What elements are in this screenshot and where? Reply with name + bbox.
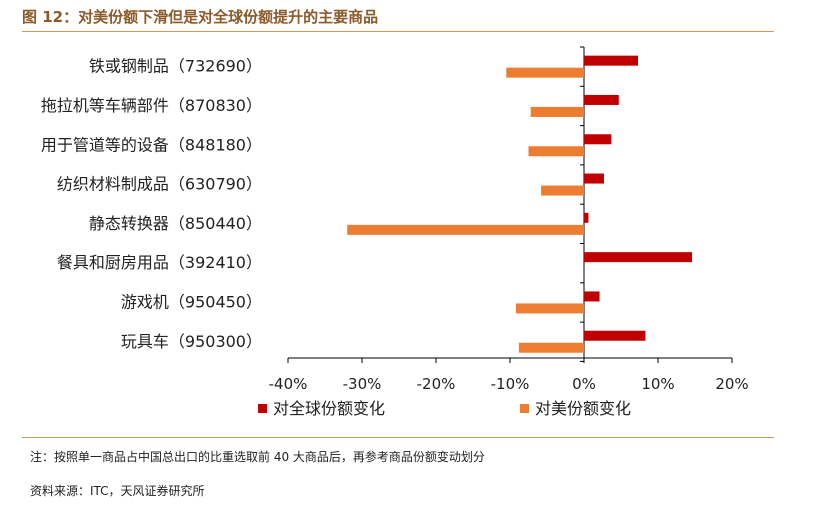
us-share-bar bbox=[518, 342, 584, 353]
global-share-bar bbox=[584, 330, 646, 341]
global-share-bar bbox=[584, 55, 639, 66]
x-tick-label: -30% bbox=[343, 375, 382, 393]
figure-title: 图 12：对美份额下滑但是对全球份额提升的主要商品 bbox=[22, 8, 379, 26]
global-share-bar bbox=[584, 252, 693, 263]
us-share-bar bbox=[528, 146, 584, 157]
x-tick-label: 0% bbox=[572, 375, 596, 393]
x-tick-label: -40% bbox=[269, 375, 308, 393]
category-label: 餐具和厨房用品（392410） bbox=[57, 253, 262, 272]
category-label: 游戏机（950450） bbox=[121, 292, 262, 311]
global-share-bar bbox=[584, 94, 619, 105]
global-share-bar bbox=[584, 212, 589, 223]
figure-note: 注：按照单一商品占中国总出口的比重选取前 40 大商品后，再参考商品份额变动划分 bbox=[30, 450, 485, 464]
legend-swatch bbox=[258, 404, 267, 413]
us-share-bar bbox=[530, 106, 584, 117]
x-tick-label: 10% bbox=[641, 375, 674, 393]
x-tick-label: 20% bbox=[715, 375, 748, 393]
figure-source: 资料来源：ITC，天风证券研究所 bbox=[30, 484, 205, 498]
category-label: 玩具车（950300） bbox=[121, 332, 262, 351]
category-label: 纺织材料制成品（630790） bbox=[57, 175, 262, 194]
legend-label: 对美份额变化 bbox=[535, 399, 631, 418]
category-label: 拖拉机等车辆部件（870830） bbox=[41, 96, 262, 115]
legend-label: 对全球份额变化 bbox=[273, 399, 385, 418]
us-share-bar bbox=[506, 67, 584, 78]
x-tick-label: -20% bbox=[417, 375, 456, 393]
global-share-bar bbox=[584, 291, 600, 302]
us-share-bar bbox=[347, 224, 584, 235]
top-rule bbox=[22, 31, 774, 32]
global-share-bar bbox=[584, 134, 612, 145]
bottom-rule bbox=[22, 437, 774, 438]
category-label: 用于管道等的设备（848180） bbox=[41, 135, 262, 154]
category-label: 静态转换器（850440） bbox=[89, 214, 262, 233]
us-share-bar bbox=[515, 303, 584, 314]
x-tick-label: -10% bbox=[491, 375, 530, 393]
us-share-bar bbox=[541, 185, 584, 196]
category-label: 铁或钢制品（732690） bbox=[89, 57, 262, 76]
global-share-bar bbox=[584, 173, 604, 184]
legend-swatch bbox=[520, 404, 529, 413]
